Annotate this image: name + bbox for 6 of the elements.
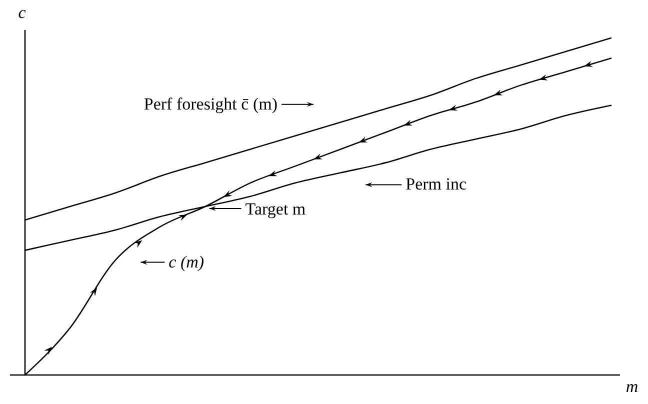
annotation: Target m	[245, 200, 306, 218]
x-axis-title: m	[626, 377, 638, 396]
legend-label: c (m)	[168, 252, 204, 272]
y-axis-title: c	[18, 3, 26, 22]
legend-label: Perm inc	[406, 174, 467, 194]
series-label: Perf foresight c̄ (m)	[144, 94, 278, 114]
